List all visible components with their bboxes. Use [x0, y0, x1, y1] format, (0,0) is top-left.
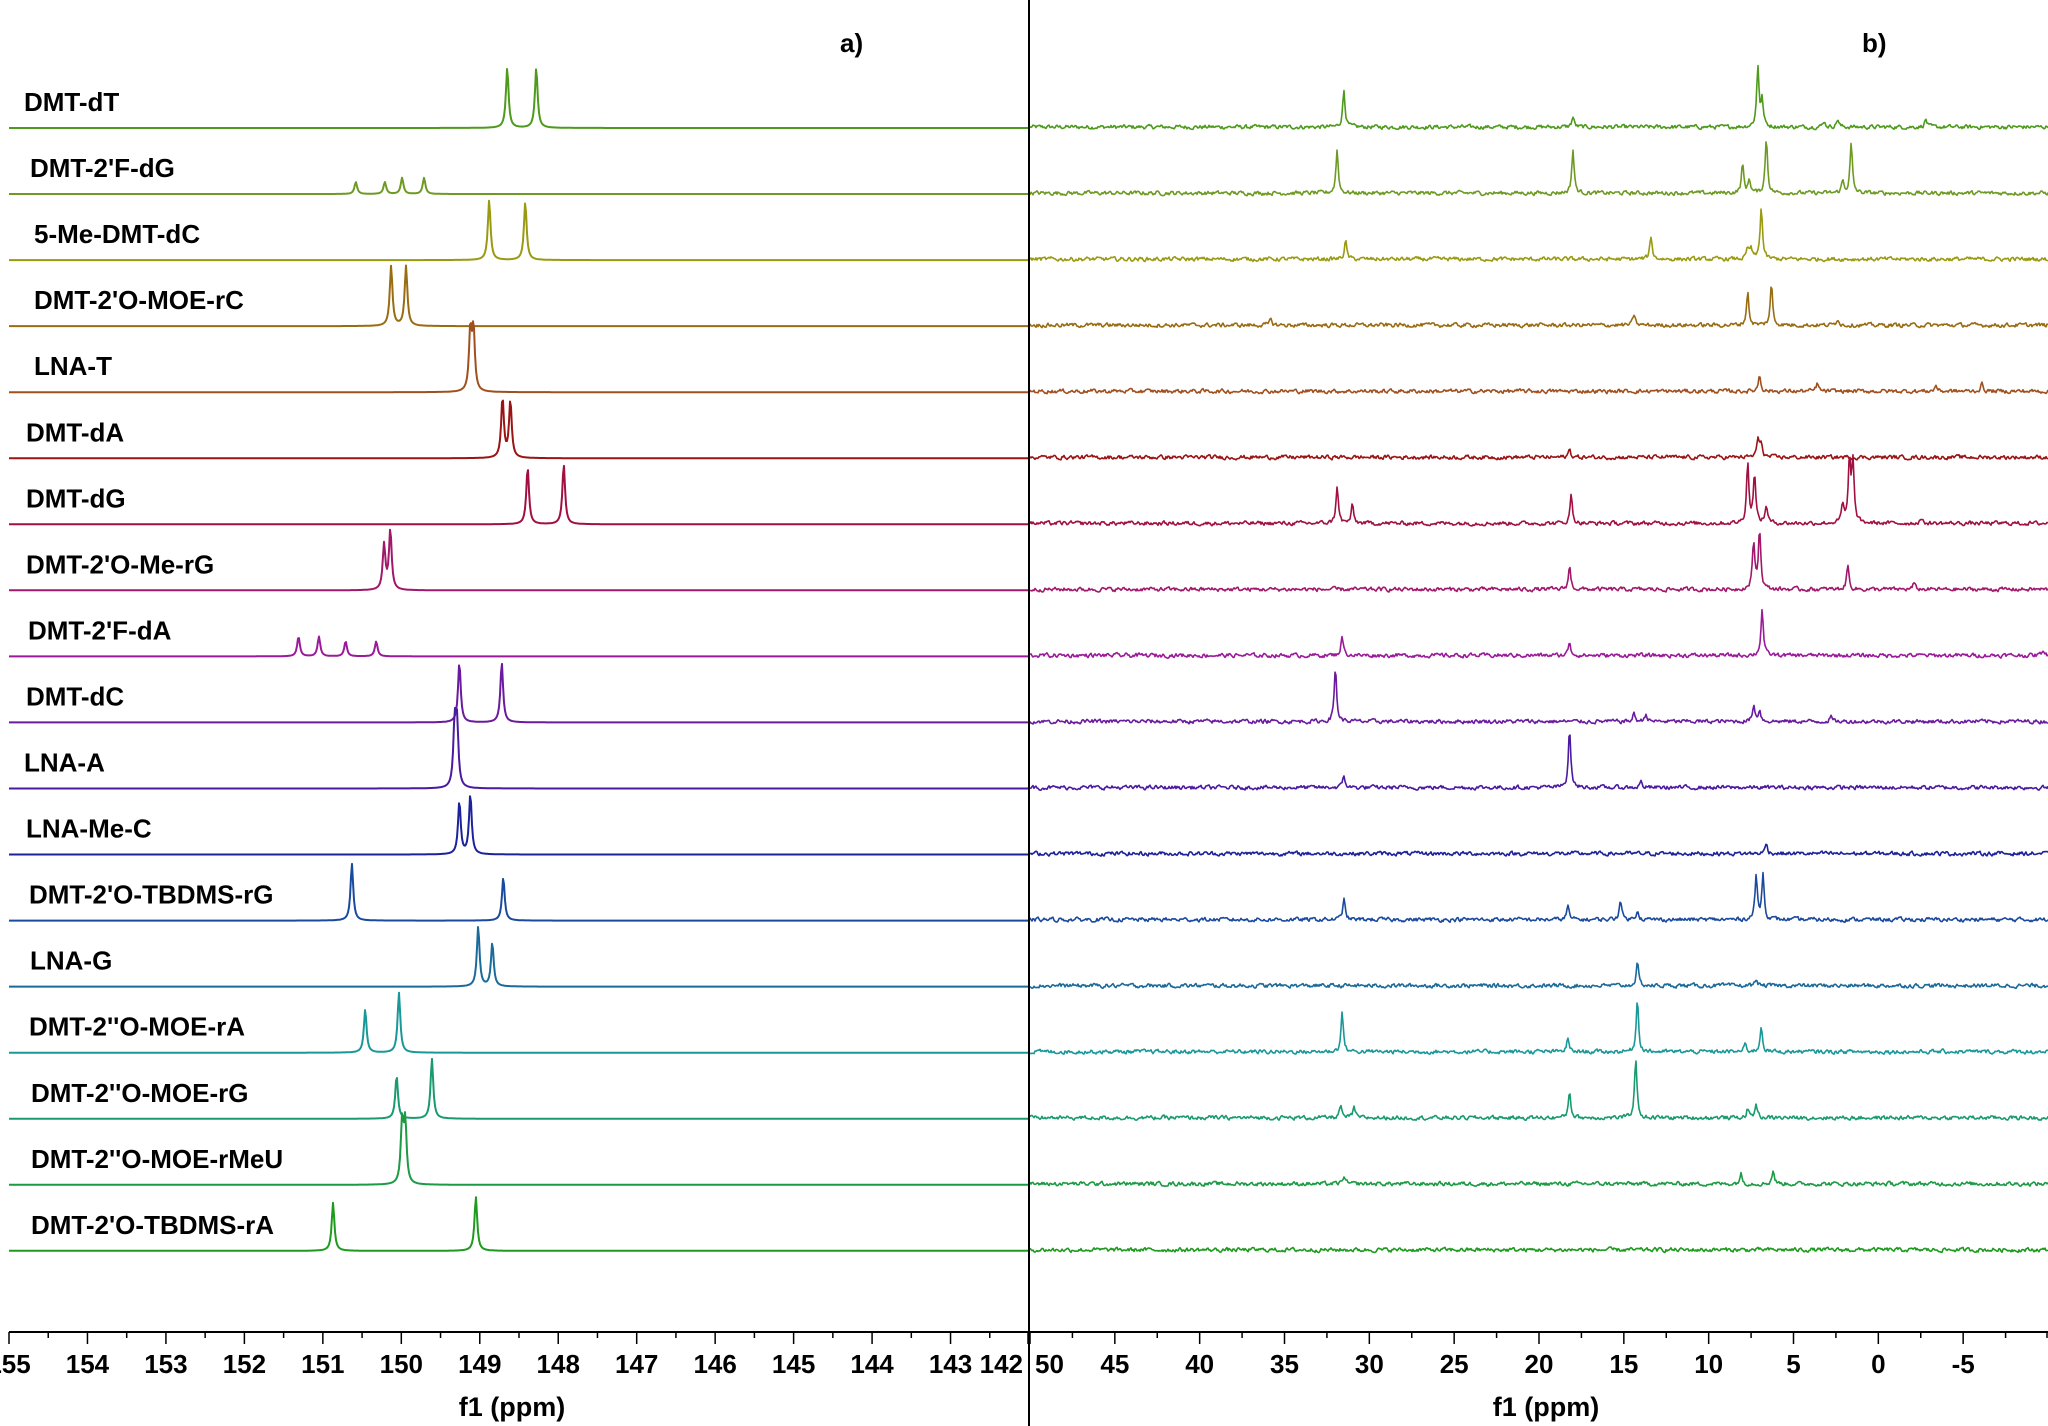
x-tick-label: 152: [223, 1349, 266, 1379]
spectrum-trace: [9, 991, 1029, 1054]
x-tick-label: 50: [1035, 1349, 1064, 1379]
spectrum-label: LNA-Me-C: [26, 814, 152, 844]
spectrum-trace: [9, 862, 1029, 922]
spectrum-trace: [9, 68, 1029, 129]
spectrum-label: DMT-2''O-MOE-rG: [31, 1078, 248, 1108]
x-tick-label: 155: [0, 1349, 31, 1379]
spectrum-trace: [9, 176, 1029, 195]
panel-b-label: b): [1862, 28, 1887, 58]
spectrum-trace: [9, 320, 1029, 394]
panel-b-spectra: [1029, 64, 2048, 1254]
spectrum-trace: [1029, 962, 2048, 990]
spectrum-trace: [1029, 1002, 2048, 1055]
x-tick-label: 0: [1871, 1349, 1885, 1379]
spectrum-label: DMT-dT: [24, 87, 119, 117]
x-tick-label: 45: [1100, 1349, 1129, 1379]
spectrum-label: LNA-T: [34, 351, 112, 381]
spectrum-label: LNA-A: [24, 748, 105, 778]
x-tick-label: 151: [301, 1349, 344, 1379]
spectrum-trace: [9, 399, 1029, 460]
x-tick-label: 145: [772, 1349, 815, 1379]
x-tick-label: 5: [1786, 1349, 1800, 1379]
x-tick-label: 10: [1694, 1349, 1723, 1379]
spectrum-label: DMT-2'O-TBDMS-rA: [31, 1210, 274, 1240]
spectrum-label: DMT-dG: [26, 483, 126, 513]
x-tick-label: 30: [1355, 1349, 1384, 1379]
spectrum-label: DMT-2''O-MOE-rA: [29, 1012, 245, 1042]
spectrum-trace: [9, 199, 1029, 262]
spectrum-trace: [1029, 671, 2048, 725]
x-tick-label: -5: [1952, 1349, 1975, 1379]
x-tick-label: 153: [144, 1349, 187, 1379]
spectrum-trace: [1030, 532, 2048, 593]
spectrum-trace: [1029, 734, 2048, 791]
spectrum-label: DMT-dC: [26, 681, 124, 711]
spectrum-trace: [9, 528, 1029, 592]
x-tick-label: 149: [458, 1349, 501, 1379]
spectrum-trace: [1029, 608, 2048, 660]
panel-b-x-axis-title: f1 (ppm): [1493, 1392, 1599, 1422]
spectrum-trace: [9, 464, 1029, 526]
panel-b-x-axis: 50 45 40 35 30 25 20 15 10 5 0 -5: [1029, 1331, 2048, 1379]
spectrum-trace: [1029, 1246, 2048, 1254]
x-tick-label: 144: [850, 1349, 894, 1379]
spectrum-label: 5-Me-DMT-dC: [34, 219, 200, 249]
x-tick-label: 154: [66, 1349, 110, 1379]
spectrum-trace: [1029, 871, 2048, 924]
x-tick-label: 146: [693, 1349, 736, 1379]
spectrum-label: LNA-G: [30, 946, 112, 976]
x-tick-label: 147: [615, 1349, 658, 1379]
x-tick-label: 142: [980, 1349, 1023, 1379]
spectrum-label: DMT-2'O-Me-rG: [26, 549, 214, 579]
spectrum-trace: [1029, 64, 2048, 131]
panel-a-label: a): [840, 28, 863, 58]
x-tick-label: 20: [1525, 1349, 1554, 1379]
spectrum-trace: [1029, 843, 2048, 857]
spectrum-trace: [1029, 454, 2048, 527]
spectrum-trace: [1029, 208, 2048, 263]
spectrum-trace: [1029, 376, 2048, 395]
x-tick-label: 148: [537, 1349, 580, 1379]
spectrum-trace: [1029, 286, 2048, 329]
spectrum-trace: [1029, 1060, 2048, 1122]
x-tick-label: 25: [1440, 1349, 1469, 1379]
spectrum-trace: [9, 1196, 1029, 1252]
spectrum-trace: [1029, 436, 2048, 461]
spectrum-trace: [9, 795, 1029, 856]
spectrum-trace: [9, 1111, 1029, 1186]
spectrum-trace: [9, 1057, 1029, 1120]
spectrum-label: DMT-2'O-TBDMS-rG: [29, 880, 274, 910]
x-tick-label: 35: [1270, 1349, 1299, 1379]
x-tick-label: 150: [380, 1349, 423, 1379]
spectrum-label: DMT-2'F-dA: [28, 615, 172, 645]
spectrum-trace: [1029, 1170, 2048, 1188]
panel-a-spectra: DMT-dT DMT-2'F-dG 5-Me-DMT-dC DMT-2'O-MOE-r…: [9, 68, 1029, 1252]
spectrum-trace: [9, 926, 1029, 988]
x-tick-label: 15: [1609, 1349, 1638, 1379]
panel-a-x-axis-title: f1 (ppm): [459, 1392, 565, 1422]
spectrum-trace: [9, 264, 1029, 328]
spectrum-label: DMT-2'F-dG: [30, 153, 175, 183]
spectrum-trace: [9, 706, 1029, 790]
spectrum-label: DMT-dA: [26, 417, 124, 447]
spectrum-trace: [9, 662, 1029, 724]
spectrum-trace: [1029, 141, 2048, 197]
x-tick-label: 40: [1185, 1349, 1214, 1379]
x-tick-label: 143: [929, 1349, 972, 1379]
spectrum-label: DMT-2''O-MOE-rMeU: [31, 1144, 283, 1174]
panel-a-x-axis: 155 154 153 152 151 150 149 148 147 146 145 144 143 1…: [0, 1331, 1029, 1379]
spectrum-trace: [9, 635, 1029, 658]
spectrum-label: DMT-2'O-MOE-rC: [34, 285, 244, 315]
